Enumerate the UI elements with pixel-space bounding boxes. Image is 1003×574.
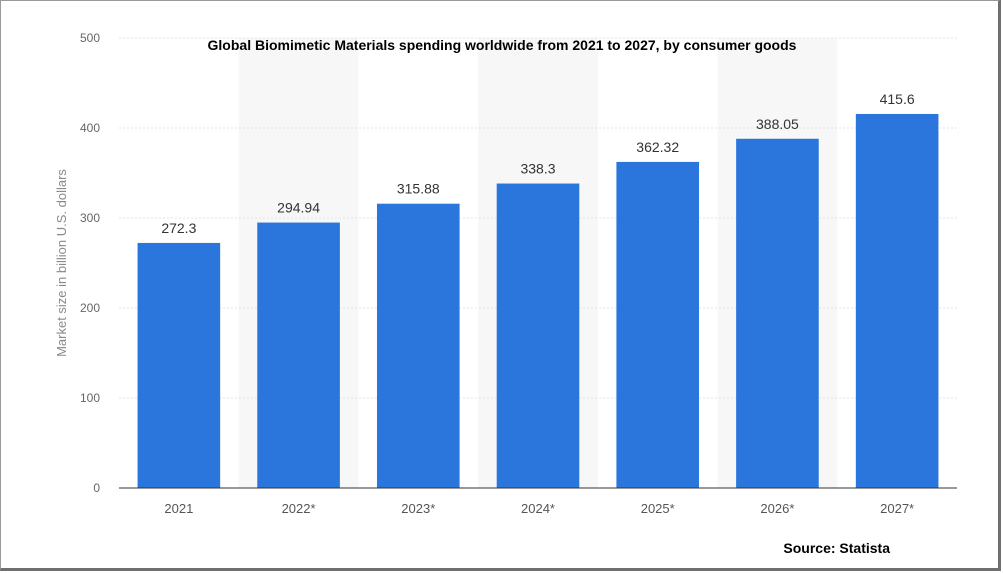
y-tick-label: 300 [80, 211, 100, 225]
bar [496, 183, 580, 488]
x-tick-label: 2025* [641, 501, 675, 516]
y-tick-label: 400 [80, 121, 100, 135]
x-tick-label: 2026* [760, 501, 794, 516]
data-label: 362.32 [636, 139, 679, 155]
data-label: 338.3 [520, 161, 555, 177]
bar [376, 203, 460, 488]
data-label: 315.88 [397, 181, 440, 197]
chart-title: Global Biomimetic Materials spending wor… [208, 37, 797, 53]
bar [855, 113, 939, 489]
x-tick-label: 2023* [401, 501, 435, 516]
y-tick-label: 500 [80, 31, 100, 45]
y-tick-label: 0 [93, 481, 100, 495]
x-tick-label: 2021 [164, 501, 193, 516]
x-tick-label: 2024* [521, 501, 555, 516]
data-label: 272.3 [161, 220, 196, 236]
source-label: Source: Statista [783, 540, 890, 556]
bar [137, 242, 221, 488]
bar [736, 138, 819, 488]
y-tick-label: 100 [80, 391, 100, 405]
x-tick-label: 2027* [880, 501, 914, 516]
data-label: 415.6 [880, 91, 915, 107]
x-tick-label: 2022* [282, 501, 316, 516]
bar [257, 222, 340, 488]
y-axis-label: Market size in billion U.S. dollars [54, 169, 69, 357]
data-label: 294.94 [277, 200, 320, 216]
data-label: 388.05 [756, 116, 799, 132]
y-tick-label: 200 [80, 301, 100, 315]
bar [616, 161, 700, 489]
